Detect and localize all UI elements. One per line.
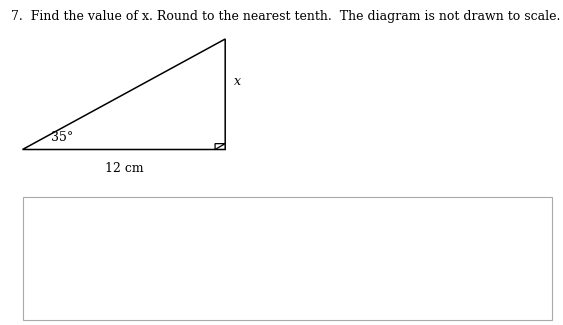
Bar	[23, 197, 552, 320]
Text: 35°: 35°	[51, 131, 73, 144]
Text: x: x	[234, 75, 240, 88]
Text: 12 cm: 12 cm	[105, 162, 143, 176]
Text: 7.  Find the value of x. Round to the nearest tenth.  The diagram is not drawn t: 7. Find the value of x. Round to the nea…	[11, 10, 561, 23]
